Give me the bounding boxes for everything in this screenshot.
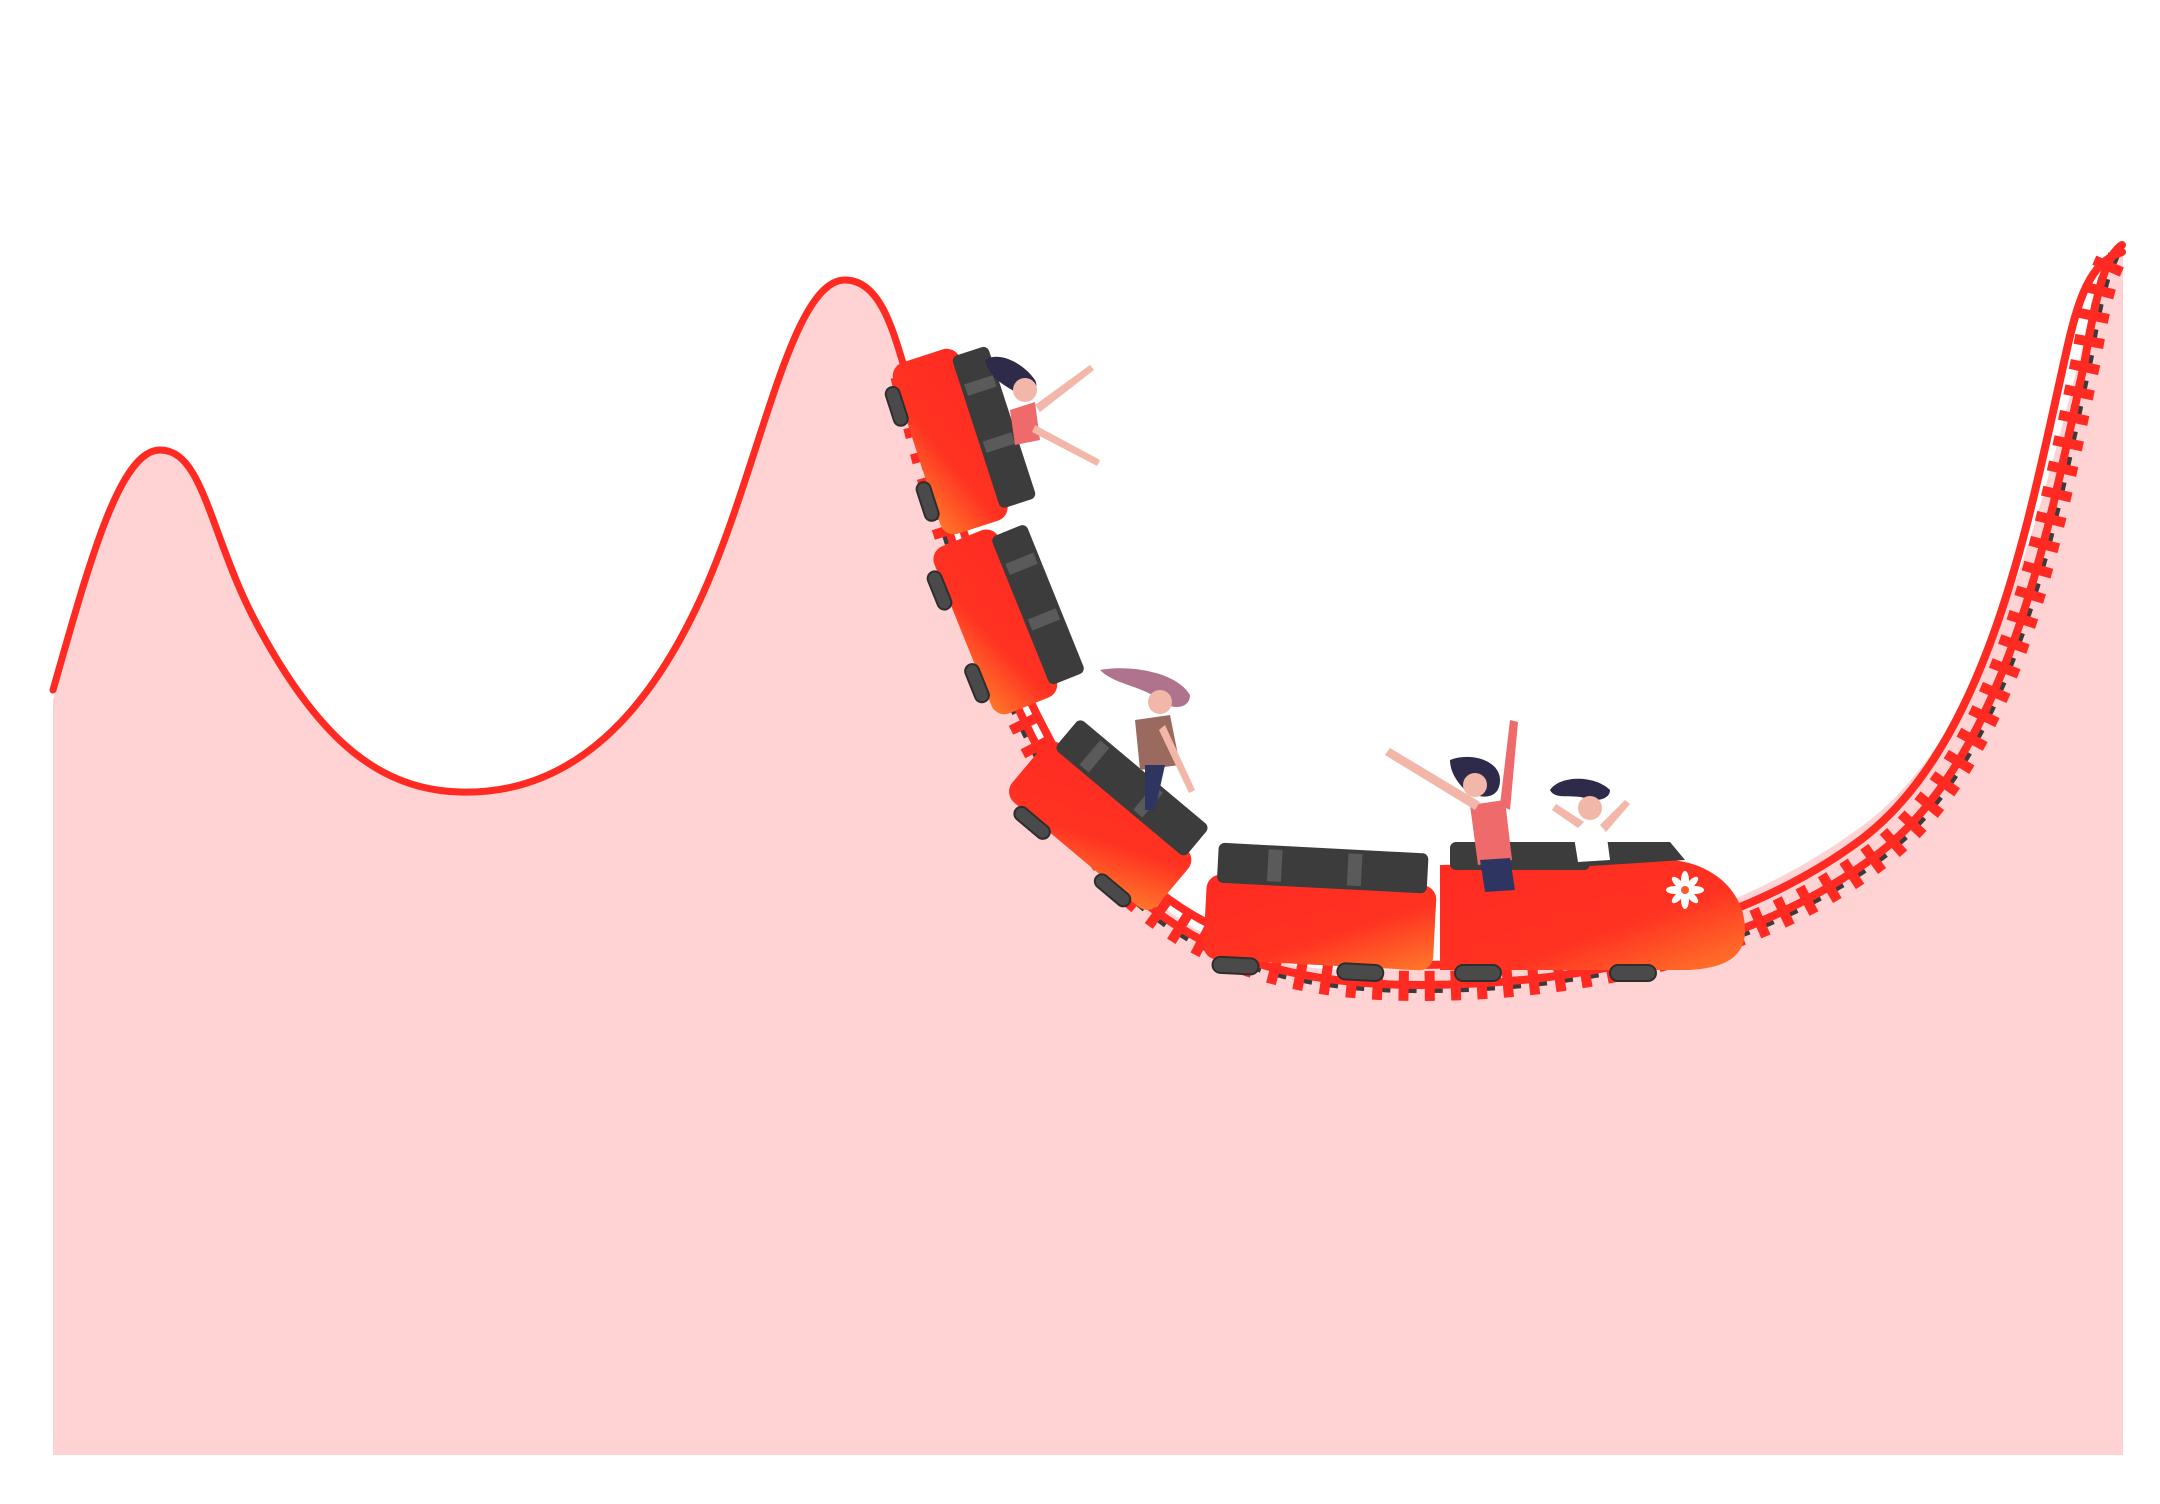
rider-arm (1552, 804, 1584, 828)
rider-body (1135, 715, 1180, 770)
rider-arm (1600, 800, 1630, 832)
car-wheel (1609, 964, 1657, 982)
car-wheel (1211, 955, 1260, 976)
rider-arm (1159, 725, 1195, 793)
rider (1550, 778, 1630, 862)
riders (985, 356, 1630, 892)
rider-head (1578, 796, 1602, 820)
car-seat (1346, 853, 1363, 887)
car-top-front (1590, 842, 1685, 866)
rider (985, 356, 1100, 466)
rider-head (1463, 773, 1487, 797)
car-body (1203, 874, 1437, 971)
rider-hair (1100, 668, 1190, 707)
rider-body (1470, 800, 1512, 865)
car-seat (1027, 608, 1061, 631)
car-wheel (1454, 964, 1502, 982)
train-car (1203, 842, 1437, 982)
rider (1385, 720, 1518, 892)
rider-arm (1032, 425, 1100, 466)
car-seat (982, 432, 1016, 453)
car-wheel (884, 385, 909, 427)
car-body (1009, 741, 1192, 910)
rider-arm (1500, 720, 1518, 810)
car-wheel (926, 570, 953, 611)
rider-arm (1385, 748, 1480, 810)
flower-icon (1666, 871, 1704, 909)
track-line-left (49, 276, 909, 796)
car-wheel (915, 481, 940, 522)
train-car (926, 525, 1084, 715)
rider-head (1013, 378, 1037, 402)
car-wheel (1336, 962, 1385, 982)
train-car (884, 346, 1036, 535)
rider-body (1572, 822, 1610, 862)
car-body (892, 348, 1008, 535)
car-seat (964, 375, 997, 396)
rider-body (1010, 402, 1040, 445)
car-seat (1079, 740, 1110, 773)
car-seat (1005, 552, 1038, 576)
train (884, 346, 1745, 982)
rider-leg (1480, 858, 1515, 892)
car-body (933, 529, 1058, 715)
rider-arm (1035, 365, 1094, 412)
car-wheel (1013, 805, 1051, 840)
rider-hair (1550, 778, 1610, 800)
car-top (1450, 842, 1590, 870)
car-wheel (1093, 873, 1132, 908)
rider-leg (1145, 765, 1165, 810)
rider-head (1148, 690, 1172, 714)
car-wheel (964, 663, 990, 704)
rider (1100, 668, 1195, 810)
car-seat (1266, 849, 1283, 882)
